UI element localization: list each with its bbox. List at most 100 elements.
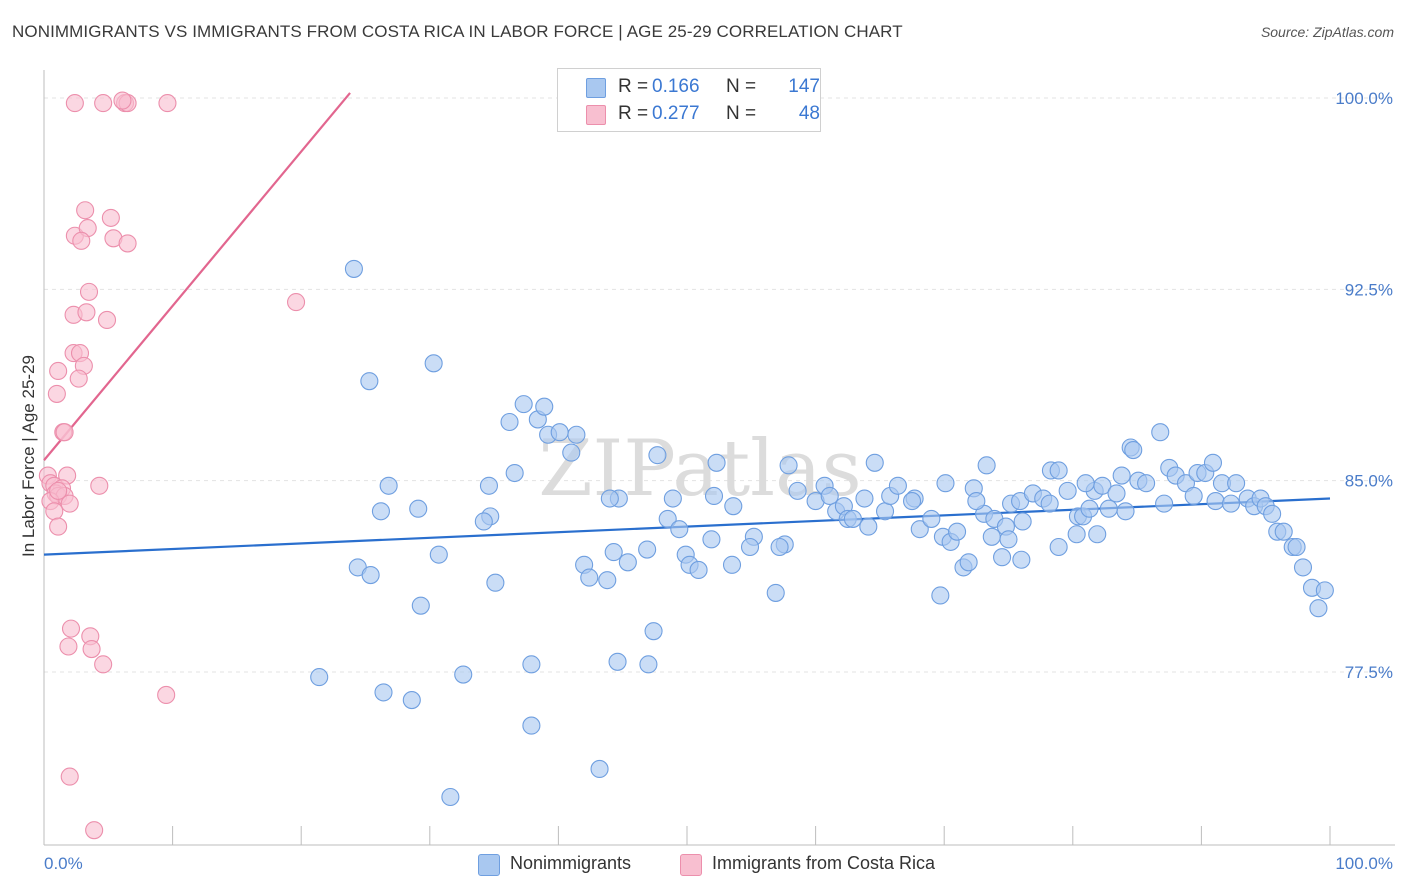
y-axis-label: In Labor Force | Age 25-29 <box>19 355 38 557</box>
data-point <box>648 446 667 465</box>
data-point <box>1124 441 1143 460</box>
data-point <box>959 553 978 572</box>
data-point <box>788 481 807 500</box>
data-point <box>60 767 79 786</box>
data-point <box>859 517 878 536</box>
data-point <box>101 208 120 227</box>
data-point <box>310 668 329 687</box>
data-point <box>90 476 109 495</box>
data-point <box>1315 581 1334 600</box>
data-point <box>479 476 499 495</box>
data-point <box>118 234 137 253</box>
y-tick-label: 77.5% <box>1345 663 1393 682</box>
data-point <box>707 453 726 472</box>
data-point <box>113 91 132 110</box>
data-point <box>97 310 117 329</box>
data-point <box>910 520 929 539</box>
data-point <box>993 548 1012 567</box>
series-nonimmigrants <box>310 259 1334 807</box>
r-label: R = <box>618 76 649 97</box>
data-point <box>361 566 380 585</box>
data-point <box>580 568 599 587</box>
data-point <box>157 685 176 705</box>
data-point <box>82 639 101 659</box>
data-point <box>60 494 79 513</box>
data-point <box>94 655 113 674</box>
data-point <box>94 94 113 113</box>
y-tick-label: 85.0% <box>1345 472 1393 491</box>
data-point <box>722 555 742 574</box>
n-label: N = <box>726 103 757 124</box>
data-point <box>1206 492 1225 511</box>
chart-title: NONIMMIGRANTS VS IMMIGRANTS FROM COSTA R… <box>12 22 903 41</box>
data-point <box>72 231 91 250</box>
n-value: 147 <box>788 76 820 97</box>
data-point <box>1274 522 1293 541</box>
data-point <box>374 683 393 702</box>
data-point <box>522 716 541 735</box>
data-point <box>982 527 1001 546</box>
data-point <box>689 560 708 580</box>
data-point <box>670 520 689 539</box>
data-point <box>1263 504 1282 523</box>
data-point <box>604 543 623 562</box>
blue-swatch <box>478 854 500 876</box>
data-point <box>1116 502 1135 521</box>
y-tick-label: 92.5% <box>1345 280 1393 299</box>
data-point <box>344 259 363 278</box>
data-point <box>1309 599 1328 618</box>
data-point <box>936 474 955 493</box>
data-point <box>1227 474 1246 493</box>
data-point <box>85 821 104 840</box>
data-point <box>1013 512 1032 531</box>
data-point <box>79 282 99 301</box>
data-point <box>1040 494 1059 513</box>
data-point <box>514 395 533 414</box>
data-point <box>65 94 84 113</box>
r-value: 0.277 <box>652 103 700 124</box>
blue-swatch <box>586 78 606 98</box>
data-point <box>562 443 581 462</box>
data-point <box>590 759 609 778</box>
data-point <box>535 397 554 416</box>
data-point <box>550 423 569 442</box>
legend-label: Nonimmigrants <box>510 853 632 873</box>
data-point <box>820 486 839 506</box>
data-point <box>658 509 677 528</box>
data-point <box>61 619 81 638</box>
data-point <box>663 489 682 508</box>
axes <box>43 70 1395 846</box>
data-point <box>1137 474 1156 493</box>
x-tick-label-min: 0.0% <box>44 854 83 873</box>
y-tick-label: 100.0% <box>1335 89 1393 108</box>
data-point <box>49 481 68 500</box>
data-point <box>724 497 743 516</box>
correlation-legend: R = 0.166 N = 147 R = 0.277 N = 48 <box>557 68 821 132</box>
data-point <box>379 476 398 495</box>
x-tick-label-max: 100.0% <box>1335 854 1393 873</box>
data-point <box>888 476 907 495</box>
data-point <box>1221 494 1241 513</box>
data-point <box>865 453 884 472</box>
data-point <box>402 691 421 710</box>
data-point <box>740 537 760 557</box>
data-point <box>922 509 941 528</box>
data-point <box>618 553 637 572</box>
data-point <box>1049 537 1068 557</box>
data-point <box>1099 499 1118 518</box>
data-point <box>704 486 724 506</box>
data-point <box>411 596 430 615</box>
data-point <box>902 492 922 511</box>
data-point <box>69 369 88 388</box>
data-point <box>49 361 68 381</box>
data-point <box>875 502 895 521</box>
data-point <box>1112 466 1131 485</box>
data-point <box>522 655 541 674</box>
data-point <box>158 94 177 113</box>
data-point <box>766 583 785 602</box>
data-point <box>567 425 586 444</box>
n-label: N = <box>726 76 757 97</box>
data-point <box>371 502 390 521</box>
data-point <box>638 540 657 559</box>
